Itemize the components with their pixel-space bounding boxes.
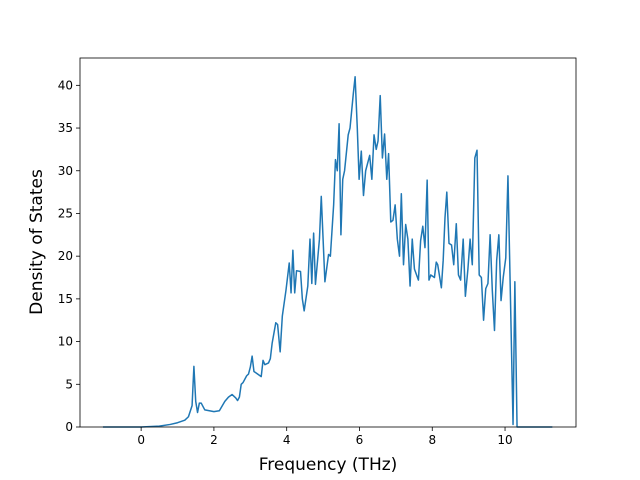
y-tick-label: 20 bbox=[58, 249, 73, 263]
x-axis-label: Frequency (THz) bbox=[259, 455, 398, 475]
y-tick-label: 5 bbox=[65, 377, 73, 391]
x-tick-label: 4 bbox=[283, 433, 291, 447]
y-tick-label: 15 bbox=[58, 292, 73, 306]
data-line bbox=[102, 76, 553, 428]
x-tick-label: 8 bbox=[428, 433, 436, 447]
x-tick-label: 0 bbox=[137, 433, 145, 447]
y-axis-label: Density of States bbox=[27, 169, 47, 315]
y-tick-label: 30 bbox=[58, 164, 73, 178]
y-tick-label: 10 bbox=[58, 335, 73, 349]
y-tick-label: 35 bbox=[58, 121, 73, 135]
x-tick-label: 6 bbox=[356, 433, 364, 447]
x-tick-label: 2 bbox=[210, 433, 218, 447]
y-tick-label: 0 bbox=[65, 420, 73, 434]
y-tick-label: 25 bbox=[58, 206, 73, 220]
plot-frame bbox=[79, 57, 577, 428]
y-tick-label: 40 bbox=[58, 78, 73, 92]
x-tick-label: 10 bbox=[497, 433, 512, 447]
